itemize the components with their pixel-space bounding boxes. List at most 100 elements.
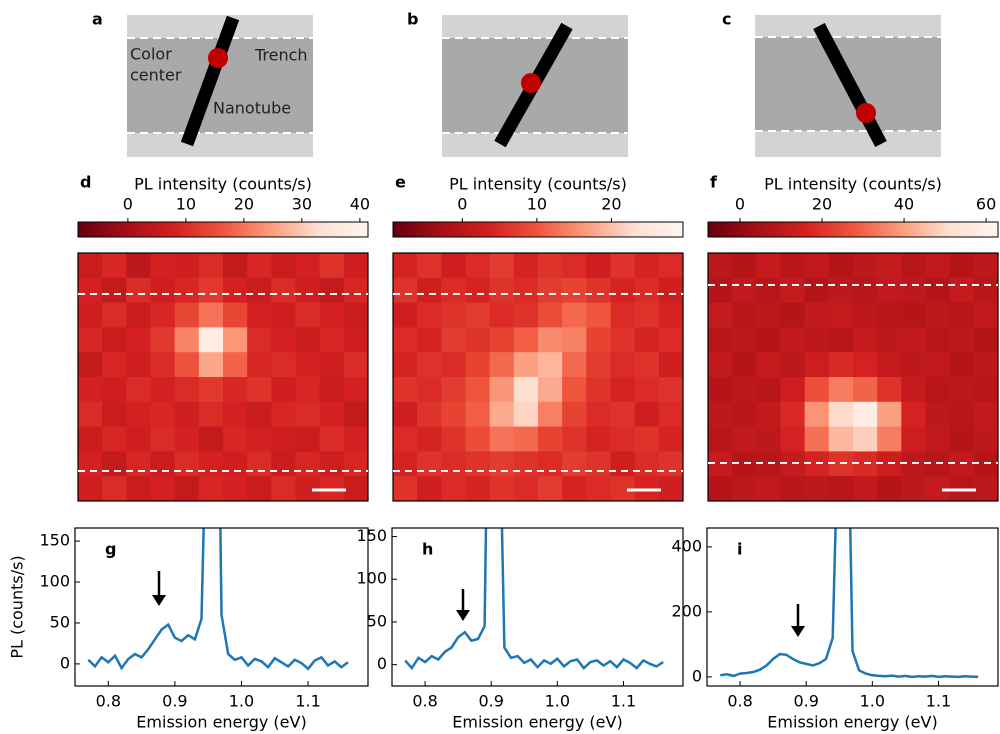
heatmap-cell [828, 377, 854, 403]
schematic-b: b [407, 10, 628, 157]
heatmap-cell [756, 476, 781, 502]
heatmap-cell [732, 277, 757, 304]
heatmap-cell [853, 401, 878, 428]
heatmap-cell [489, 302, 515, 328]
heatmap-cell [586, 327, 611, 353]
heatmap-cell [780, 476, 806, 502]
heatmap-cell [441, 476, 466, 502]
color-center [521, 73, 541, 93]
heatmap-cell [562, 352, 587, 378]
heatmap-cell [150, 451, 176, 477]
y-tick-label: 0 [692, 666, 702, 685]
heatmap-cell [343, 277, 369, 304]
heatmap-cell [658, 451, 684, 477]
x-tick-label: 1.1 [295, 692, 320, 711]
heatmap-cell [489, 253, 515, 279]
nanotube [180, 15, 240, 147]
heatmap-cell [708, 401, 733, 428]
heatmap-cell [756, 377, 781, 403]
x-tick-label: 0.8 [727, 692, 752, 711]
heatmap-cell [441, 401, 466, 428]
heatmap-cell [610, 302, 636, 328]
heatmap-cell [393, 327, 418, 353]
heatmap-cell [489, 401, 515, 428]
x-tick-label: 0.9 [793, 692, 818, 711]
heatmap-cell [319, 302, 345, 328]
heatmap-cell [828, 327, 854, 353]
heatmap-cell [174, 327, 200, 353]
heatmap-cell [78, 401, 103, 428]
heatmap-cell [949, 277, 975, 304]
heatmap-cell [780, 302, 806, 328]
heatmap-cell [295, 327, 321, 353]
panel-letter: c [722, 10, 731, 29]
heatmap-cell [465, 426, 491, 452]
heatmap-cell [223, 426, 248, 452]
heatmap-cell [828, 302, 854, 328]
heatmap-cell [804, 253, 830, 279]
heatmap-cell [804, 277, 830, 304]
panel-letter: i [737, 540, 742, 559]
heatmap-cell [973, 426, 999, 452]
heatmap-cell [634, 277, 660, 304]
heatmap-cell [586, 451, 611, 477]
heatmap-cell [78, 352, 103, 378]
heatmap-cell [489, 476, 515, 502]
heatmap-cell [949, 451, 975, 477]
heatmap-cell [198, 327, 224, 353]
x-axis-label: Emission energy (eV) [767, 713, 937, 732]
heatmap-cell [732, 377, 757, 403]
heatmap-cell [271, 476, 296, 502]
heatmap-cell [732, 426, 757, 452]
label: center [130, 66, 182, 85]
heatmap-cell [441, 327, 466, 353]
heatmap-cell [465, 253, 491, 279]
heatmap-cell [780, 377, 806, 403]
x-tick-label: 0.8 [412, 692, 437, 711]
heatmap-cell [465, 377, 491, 403]
heatmap-cell [295, 451, 321, 477]
x-axis-label: Emission energy (eV) [136, 713, 306, 732]
heatmap-cell [756, 302, 781, 328]
heatmap-cell [174, 352, 200, 378]
heatmap-cell [343, 253, 369, 279]
heatmap-cell [247, 352, 272, 378]
heatmap-cell [925, 426, 951, 452]
heatmap-cell [441, 451, 466, 477]
heatmap-cell [756, 401, 781, 428]
heatmap-cell [417, 302, 442, 328]
x-tick-label: 1.1 [611, 692, 636, 711]
heatmap-cell [247, 277, 272, 304]
heatmap-cell [804, 451, 830, 477]
heatmap-cell [538, 327, 563, 353]
heatmap-cell [319, 401, 345, 428]
heatmap-cell [732, 451, 757, 477]
heatmap-cell [198, 352, 224, 378]
heatmap-cell [295, 277, 321, 304]
heatmap-cell [102, 451, 127, 477]
heatmap-cell [708, 302, 733, 328]
heatmap-cell [610, 401, 636, 428]
heatmap-cell [102, 327, 127, 353]
heatmap-cell [174, 253, 200, 279]
heatmap-cell [562, 426, 587, 452]
colorbar-tick-label: 30 [292, 195, 312, 214]
heatmap-cell [465, 476, 491, 502]
heatmap-cell [295, 401, 321, 428]
heatmap-cell [973, 352, 999, 378]
heatmap-cell [804, 426, 830, 452]
heatmap-cell [126, 277, 151, 304]
colorbar-tick-label: 20 [812, 195, 832, 214]
heatmap-cell [174, 302, 200, 328]
heatmap-cell [877, 253, 902, 279]
heatmap-cell [562, 277, 587, 304]
heatmap-cell [877, 451, 902, 477]
heatmap-cell [949, 302, 975, 328]
panel-letter: b [407, 10, 418, 29]
heatmap-cell [223, 302, 248, 328]
heatmap-cell [610, 253, 636, 279]
heatmap-cell [708, 253, 733, 279]
heatmap-cell [223, 451, 248, 477]
heatmap-cell [271, 302, 296, 328]
heatmap-cell [658, 253, 684, 279]
